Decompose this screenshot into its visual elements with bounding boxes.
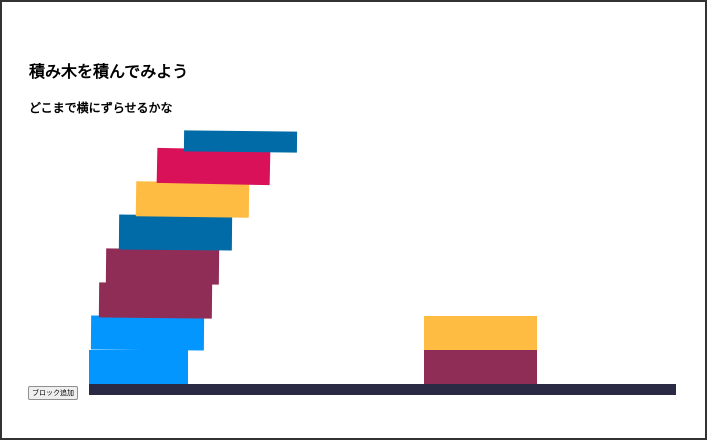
left-stack-block-8 xyxy=(183,130,298,153)
add-block-button[interactable]: ブロック追加 xyxy=(28,386,78,400)
right-block-stack xyxy=(424,316,537,384)
left-stack-block-6 xyxy=(135,181,250,218)
right-stack-block-1 xyxy=(424,350,537,384)
page-title: 積み木を積んでみよう xyxy=(29,62,189,81)
right-stack-block-2 xyxy=(424,316,537,350)
left-stack-block-2 xyxy=(90,315,205,351)
page-subtitle: どこまで横にずらせるかな xyxy=(29,101,173,115)
left-stack-block-7 xyxy=(156,147,271,186)
left-stack-block-5 xyxy=(118,214,233,251)
left-stack-block-3 xyxy=(98,282,213,319)
left-stack-block-1 xyxy=(89,350,188,384)
left-stack-block-4 xyxy=(105,248,220,285)
ground-bar xyxy=(89,384,676,395)
left-block-stack xyxy=(89,130,298,384)
